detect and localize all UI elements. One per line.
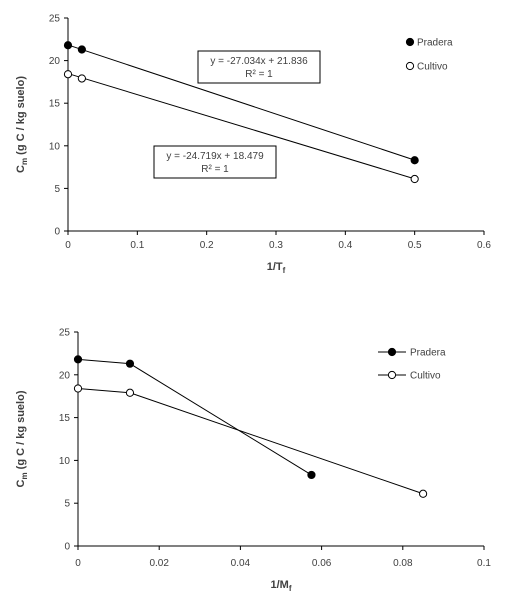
x-tick-label: 0.02 (149, 558, 169, 569)
y-tick-label: 0 (64, 542, 70, 553)
equation-box-pradera (197, 50, 321, 84)
legend-marker (387, 370, 397, 380)
chart-2: 0 5 10 15 20 25 0 0.02 0.04 0.06 0.08 0.1 1/Mf Cm (g … (15, 328, 491, 594)
x-tick-label: 0 (75, 558, 81, 569)
legend-marker (405, 37, 415, 47)
x-tick-label: 0.1 (477, 558, 491, 569)
y-tick-label: 10 (49, 141, 61, 152)
r-squared-label: R² = 1 (201, 164, 229, 175)
r-squared-label: R² = 1 (245, 69, 273, 80)
series-line-cultivo (77, 387, 424, 495)
y-tick-label: 25 (59, 328, 71, 339)
data-point-pradera (410, 156, 419, 165)
y-axis-title: Cm (g C / kg suelo) (15, 390, 29, 487)
trendline-equation: y = -27.034x + 21.836 (210, 56, 308, 67)
series-line-pradera (77, 358, 312, 476)
x-tick-label: 0.08 (393, 558, 413, 569)
data-point-cultivo (77, 74, 86, 83)
equation-box-cultivo (153, 145, 277, 179)
x-tick-label: 0.04 (231, 558, 251, 569)
data-point-cultivo (410, 174, 419, 184)
x-tick-label: 0 (65, 240, 71, 251)
data-point-pradera (63, 41, 73, 50)
data-point-pradera (73, 355, 83, 364)
legend: Pradera Cultivo (405, 37, 453, 73)
y-tick-label: 5 (54, 184, 60, 195)
data-point-pradera (77, 45, 86, 54)
trendline-equation: y = -24.719x + 18.479 (166, 151, 264, 162)
y-axis-title: Cm (g C / kg suelo) (15, 76, 29, 173)
data-point-pradera (125, 359, 135, 368)
x-tick-label: 0.6 (477, 240, 491, 251)
x-tick-label: 0.5 (408, 240, 422, 251)
y-tick-label: 15 (59, 413, 71, 424)
y-tick-label: 15 (49, 99, 61, 110)
x-tick-label: 0.06 (312, 558, 332, 569)
y-tick-label: 10 (59, 456, 71, 467)
x-tick-label: 0.3 (269, 240, 283, 251)
trendline-cultivo (67, 73, 415, 180)
y-tick-label: 5 (64, 499, 70, 510)
data-point-cultivo (63, 70, 73, 79)
chart-1: 0 5 10 15 20 25 0 0.1 0.2 0.3 0.4 0.5 0.6 1/Tf Cm (g C… (15, 14, 491, 276)
y-tick-label: 20 (59, 370, 71, 381)
data-point-cultivo (125, 388, 135, 397)
data-point-cultivo (419, 489, 428, 498)
trendline-pradera (67, 44, 415, 161)
y-tick-label: 20 (49, 56, 61, 67)
legend-label-pradera: Pradera (417, 38, 453, 49)
legend: Pradera Cultivo (378, 348, 446, 382)
legend-marker (405, 61, 415, 71)
x-tick-label: 0.1 (130, 240, 144, 251)
legend-marker (387, 347, 397, 357)
data-point-pradera (307, 470, 316, 480)
x-axis-title: 1/Tf (267, 261, 286, 275)
x-tick-label: 0.4 (338, 240, 352, 251)
legend-label-cultivo: Cultivo (417, 62, 448, 73)
legend-label-cultivo: Cultivo (410, 371, 441, 382)
legend-label-pradera: Pradera (410, 348, 446, 359)
x-axis-title: 1/Mf (270, 579, 291, 593)
y-tick-label: 25 (49, 14, 61, 25)
data-point-cultivo (73, 384, 83, 393)
y-tick-label: 0 (54, 227, 60, 238)
x-tick-label: 0.2 (200, 240, 214, 251)
